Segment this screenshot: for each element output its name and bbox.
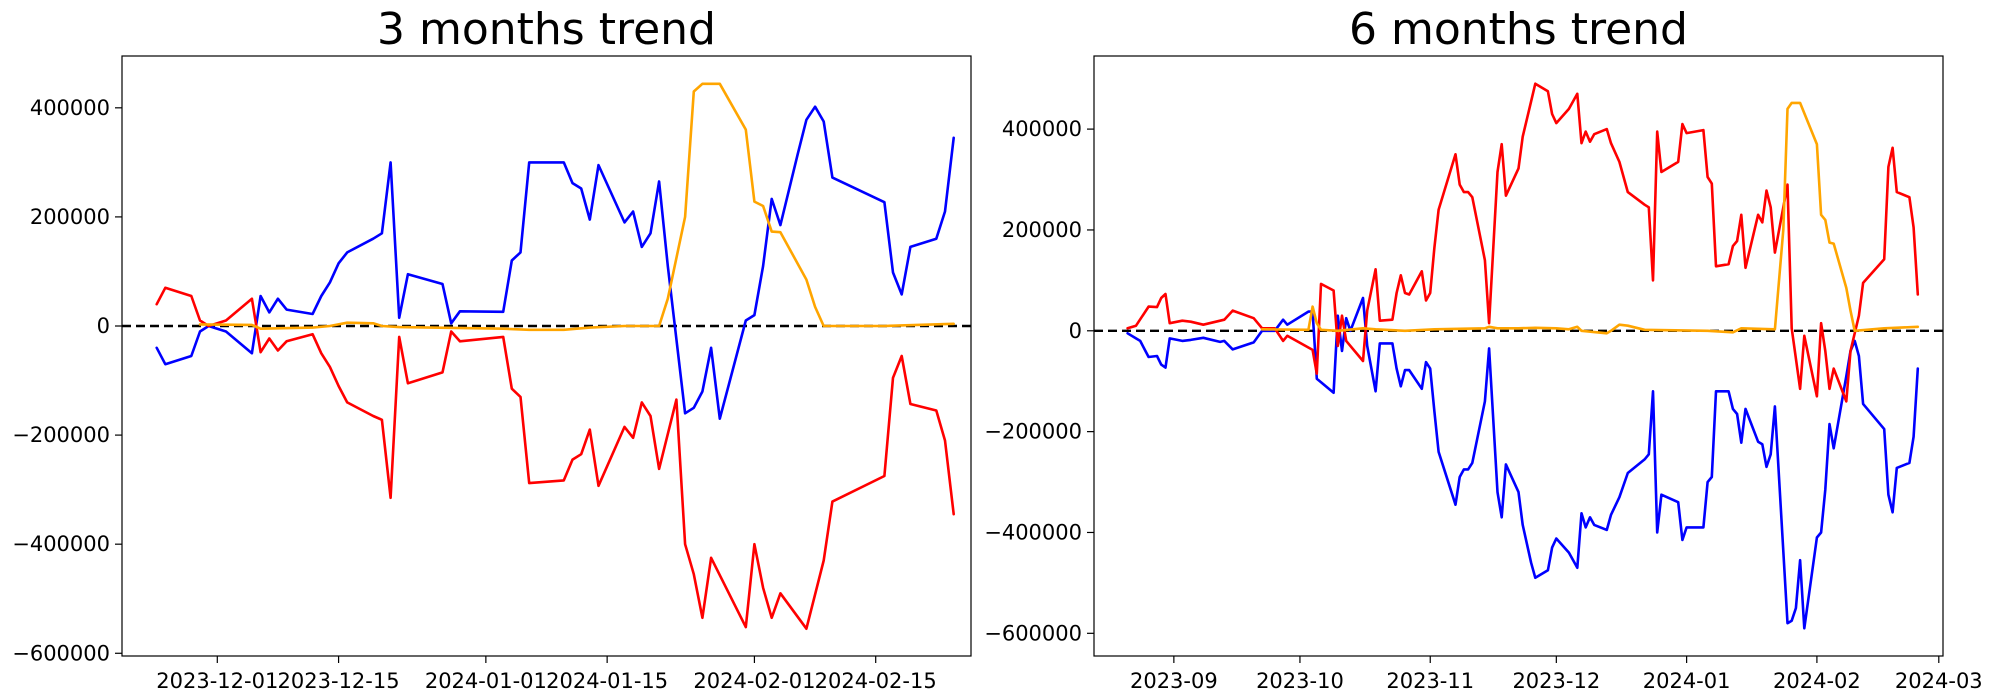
x-tick-label: 2023-12	[1512, 669, 1600, 693]
y-tick-label: 200000	[30, 205, 110, 229]
y-tick-label: 200000	[1002, 218, 1082, 242]
y-tick-label: −400000	[984, 520, 1082, 544]
x-tick-label: 2023-10	[1256, 669, 1344, 693]
series-line-2	[155, 286, 955, 630]
series-line-3	[1260, 101, 1920, 335]
plot-frame	[1093, 55, 1944, 657]
chart-title: 3 months trend	[377, 4, 716, 55]
x-tick-label: 2023-12-15	[278, 669, 400, 693]
y-tick-label: −200000	[984, 420, 1082, 444]
x-tick-label: 2023-09	[1130, 669, 1218, 693]
x-tick-label: 2023-12-01	[156, 669, 278, 693]
chart-title: 6 months trend	[1349, 4, 1688, 55]
x-tick-label: 2024-02	[1773, 669, 1861, 693]
x-tick-label: 2024-02-01	[693, 669, 815, 693]
x-tick-label: 2024-01	[1643, 669, 1731, 693]
x-tick-label: 2024-02-15	[815, 669, 937, 693]
y-tick-label: −400000	[12, 532, 110, 556]
y-tick-label: 0	[97, 314, 110, 338]
x-tick-label: 2024-03	[1895, 669, 1983, 693]
series-line-1	[155, 105, 955, 420]
x-tick-label: 2023-11	[1386, 669, 1474, 693]
series-line-1	[1126, 296, 1920, 630]
x-tick-label: 2024-01-01	[425, 669, 547, 693]
series-line-2	[1126, 82, 1920, 403]
plot-frame	[121, 55, 972, 657]
y-tick-label: 400000	[1002, 117, 1082, 141]
y-tick-label: −200000	[12, 423, 110, 447]
chart-panel-2: 6 months trend −600000 −400000 −200000 0 2000…	[984, 4, 1982, 693]
y-tick-label: −600000	[984, 621, 1082, 645]
y-tick-label: 400000	[30, 96, 110, 120]
y-tick-label: −600000	[12, 641, 110, 665]
x-tick-label: 2024-01-15	[546, 669, 668, 693]
y-tick-label: 0	[1069, 319, 1082, 343]
series-line-3	[198, 82, 955, 332]
chart-panel-1: 3 months trend −600000 −400000 −200000 0 2000…	[12, 4, 972, 693]
